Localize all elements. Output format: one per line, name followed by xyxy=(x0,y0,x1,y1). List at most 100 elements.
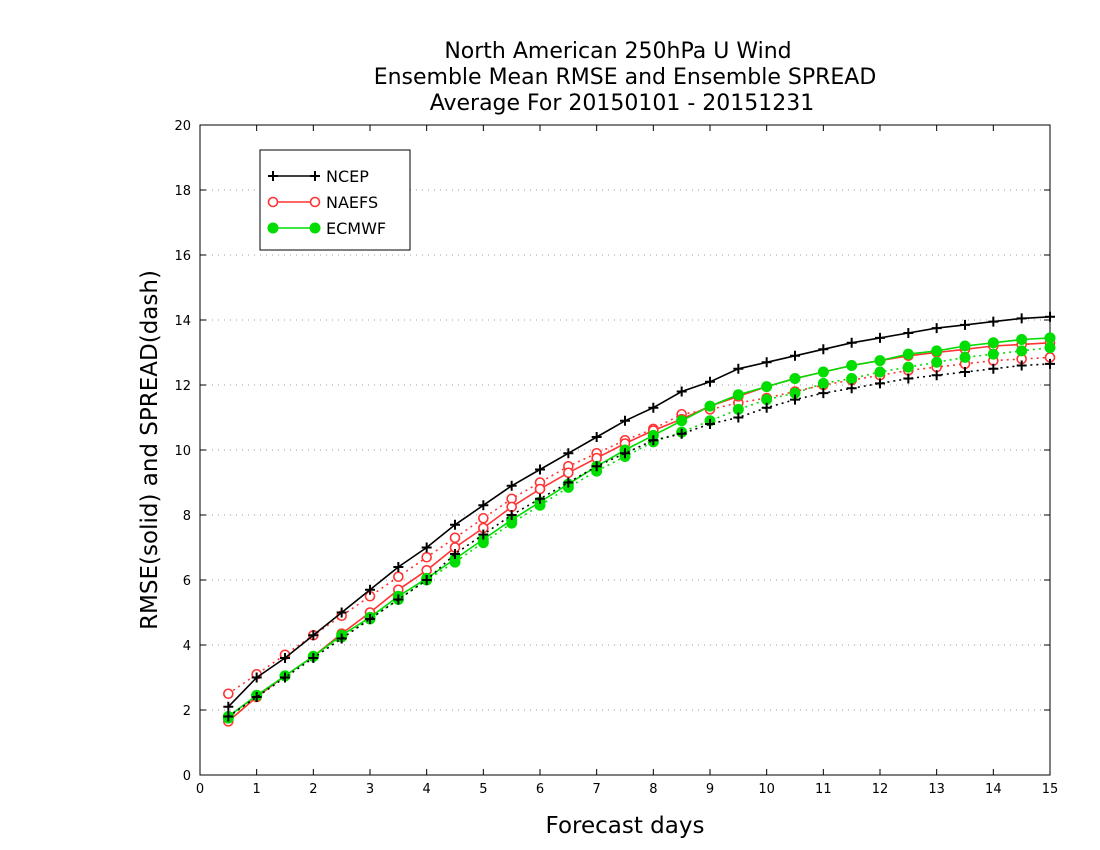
y-tick-label: 2 xyxy=(183,704,191,719)
ncep-rmse-point xyxy=(563,448,574,459)
ncep-rmse-point xyxy=(535,464,545,475)
x-tick-label: 13 xyxy=(928,782,945,797)
series-naefs xyxy=(223,337,1056,727)
x-tick-label: 12 xyxy=(872,782,889,797)
ncep-spread-point xyxy=(1045,358,1055,369)
legend-marker xyxy=(309,196,321,208)
ecmwf-rmse-point xyxy=(817,366,829,378)
x-tick-label: 8 xyxy=(649,782,657,797)
ncep-rmse-point xyxy=(506,480,517,491)
ncep-spread-line xyxy=(227,363,1051,718)
ncep-spread-point xyxy=(591,461,602,472)
ncep-spread-point xyxy=(988,363,999,374)
legend-marker xyxy=(267,196,279,208)
ncep-rmse-point xyxy=(620,415,630,426)
ncep-rmse-point xyxy=(308,630,319,641)
ecmwf-rmse-point xyxy=(704,400,716,412)
x-tick-label: 14 xyxy=(985,782,1002,797)
ncep-spread-point xyxy=(223,711,234,722)
x-tick-label: 2 xyxy=(309,782,317,797)
ncep-rmse-point xyxy=(733,363,744,374)
x-tick-label: 11 xyxy=(815,782,832,797)
ncep-spread-point xyxy=(308,653,319,663)
ecmwf-rmse-point xyxy=(1016,334,1028,345)
ncep-rmse-point xyxy=(478,500,489,511)
ncep-rmse-line xyxy=(227,316,1051,708)
ncep-spread-point xyxy=(705,419,715,429)
ncep-spread-point xyxy=(393,594,404,605)
ncep-spread-point xyxy=(563,477,574,488)
y-axis-title: RMSE(solid) and SPREAD(dash) xyxy=(137,270,163,630)
series-layer xyxy=(222,311,1056,727)
title-line-3: Average For 20150101 - 20151231 xyxy=(430,91,815,116)
ncep-rmse-point xyxy=(1045,311,1055,322)
ecmwf-spread-point xyxy=(846,373,858,384)
naefs-spread-line xyxy=(227,356,1051,695)
ncep-spread-point xyxy=(846,383,857,394)
ncep-spread-point xyxy=(251,692,262,702)
ecmwf-rmse-point xyxy=(902,348,914,360)
legend-item-ncep: NCEP xyxy=(268,167,369,186)
ncep-rmse-point xyxy=(648,402,659,413)
legend-marker xyxy=(310,171,320,181)
ncep-rmse-point xyxy=(790,350,800,361)
ncep-spread-point xyxy=(365,614,375,624)
y-tick-label: 18 xyxy=(174,184,191,199)
ncep-rmse-point xyxy=(280,653,290,663)
y-tick-label: 4 xyxy=(183,639,191,654)
series-ncep xyxy=(223,311,1055,722)
y-tick-label: 20 xyxy=(174,119,191,134)
ncep-spread-point xyxy=(506,510,517,520)
legend-marker xyxy=(267,222,279,234)
x-tick-label: 15 xyxy=(1042,782,1059,797)
ecmwf-spread-point xyxy=(1016,345,1028,357)
x-tick-label: 6 xyxy=(536,782,544,797)
naefs-spread-point xyxy=(449,532,461,544)
x-tick-label: 4 xyxy=(423,782,431,797)
ecmwf-spread-point xyxy=(874,366,886,378)
ncep-rmse-point xyxy=(251,672,262,683)
naefs-rmse-line xyxy=(227,342,1051,723)
ecmwf-spread-point xyxy=(987,348,999,360)
ecmwf-rmse-line xyxy=(227,337,1051,718)
x-tick-label: 5 xyxy=(479,782,487,797)
ncep-spread-point xyxy=(960,367,970,377)
legend-label: NCEP xyxy=(326,167,369,186)
legend-label: NAEFS xyxy=(326,193,378,212)
ecmwf-rmse-point xyxy=(732,389,744,401)
x-axis-title: Forecast days xyxy=(546,813,705,839)
legend-item-naefs: NAEFS xyxy=(267,193,378,212)
ecmwf-spread-point xyxy=(1044,342,1056,354)
ncep-spread-point xyxy=(421,575,432,585)
ecmwf-rmse-point xyxy=(676,415,688,427)
ncep-spread-point xyxy=(903,373,914,384)
ncep-rmse-point xyxy=(846,337,857,348)
title-line-2: Ensemble Mean RMSE and Ensemble SPREAD xyxy=(374,65,877,90)
ncep-spread-point xyxy=(535,493,545,504)
ncep-spread-point xyxy=(620,448,630,459)
x-tick-label: 0 xyxy=(196,782,204,797)
ncep-spread-point xyxy=(336,633,347,644)
ncep-spread-point xyxy=(931,370,942,381)
ncep-rmse-point xyxy=(336,607,347,618)
ncep-rmse-point xyxy=(1016,313,1027,324)
ncep-spread-point xyxy=(676,428,687,439)
ecmwf-rmse-point xyxy=(931,345,943,357)
ncep-spread-point xyxy=(648,435,659,446)
ncep-rmse-point xyxy=(591,432,602,442)
ncep-spread-point xyxy=(733,412,744,423)
y-tick-label: 8 xyxy=(183,509,191,524)
x-tick-label: 3 xyxy=(366,782,374,797)
ncep-rmse-point xyxy=(761,357,772,368)
legend-item-ecmwf: ECMWF xyxy=(267,219,386,238)
ncep-rmse-point xyxy=(875,332,885,343)
ncep-spread-point xyxy=(761,402,772,413)
ncep-spread-point xyxy=(450,549,460,559)
x-tick-label: 7 xyxy=(593,782,601,797)
chart-title: North American 250hPa U Wind Ensemble Me… xyxy=(374,39,877,116)
legend-box xyxy=(259,149,411,251)
naefs-spread-point xyxy=(421,551,432,563)
legend-marker xyxy=(309,222,321,234)
y-tick-label: 10 xyxy=(174,444,191,459)
